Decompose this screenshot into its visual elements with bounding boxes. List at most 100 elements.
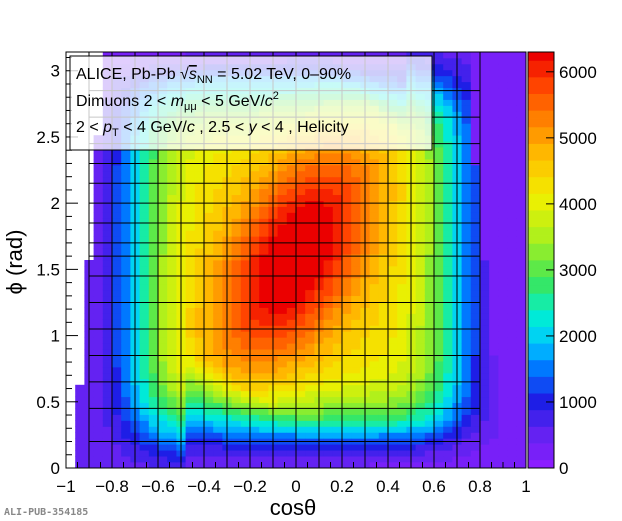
- heatmap-cell: [507, 111, 518, 118]
- heatmap-cell: [378, 456, 389, 463]
- heatmap-cell: [231, 182, 242, 190]
- heatmap-cell: [415, 301, 426, 308]
- heatmap-cell: [277, 307, 288, 314]
- heatmap-cell: [424, 277, 435, 285]
- heatmap-cell: [250, 230, 260, 237]
- heatmap-cell: [167, 254, 177, 261]
- heatmap-cell: [480, 69, 490, 77]
- heatmap-cell: [194, 396, 205, 404]
- heatmap-cell: [516, 63, 526, 71]
- heatmap-cell: [332, 366, 343, 374]
- heatmap-cell: [480, 194, 490, 201]
- heatmap-cell: [388, 260, 398, 267]
- color-scale-segment: [528, 301, 554, 311]
- heatmap-cell: [102, 52, 113, 59]
- heatmap-cell: [296, 313, 306, 320]
- heatmap-cell: [240, 200, 251, 207]
- legend-box: ALICE, Pb-Pb √sNN = 5.02 TeV, 0–90% Dimu…: [69, 55, 433, 151]
- heatmap-cell: [158, 331, 168, 338]
- heatmap-cell: [204, 426, 214, 433]
- heatmap-cell: [498, 444, 508, 451]
- heatmap-cell: [443, 117, 453, 124]
- heatmap-cell: [424, 408, 435, 415]
- y-tick-label: 1.5: [36, 260, 60, 279]
- heatmap-cell: [250, 450, 260, 457]
- heatmap-cell: [397, 366, 407, 374]
- heatmap-cell: [93, 218, 104, 225]
- heatmap-cell: [194, 450, 205, 457]
- heatmap-cell: [461, 69, 472, 77]
- heatmap-cell: [102, 301, 113, 308]
- heatmap-cell: [498, 236, 508, 243]
- heatmap-cell: [378, 402, 389, 409]
- heatmap-cell: [323, 182, 334, 190]
- heatmap-cell: [461, 390, 472, 398]
- heatmap-cell: [194, 456, 205, 463]
- heatmap-cell: [213, 194, 223, 201]
- heatmap-cell: [194, 218, 205, 225]
- heatmap-cell: [204, 361, 214, 368]
- heatmap-cell: [167, 52, 177, 59]
- heatmap-cell: [305, 277, 315, 285]
- heatmap-cell: [332, 170, 343, 178]
- heatmap-cell: [277, 319, 288, 326]
- heatmap-cell: [397, 283, 407, 291]
- heatmap-cell: [286, 361, 297, 368]
- heatmap-cell: [148, 271, 159, 279]
- heatmap-cell: [369, 212, 380, 219]
- heatmap-cell: [185, 206, 196, 213]
- color-scale-segment: [528, 268, 554, 278]
- heatmap-cell: [388, 254, 398, 261]
- heatmap-cell: [213, 52, 223, 59]
- heatmap-cell: [259, 248, 269, 255]
- heatmap-cell: [286, 349, 297, 356]
- heatmap-cell: [259, 331, 269, 338]
- heatmap-cell: [112, 462, 122, 468]
- heatmap-cell: [434, 313, 444, 320]
- heatmap-cell: [213, 456, 223, 463]
- heatmap-cell: [461, 337, 472, 344]
- heatmap-cell: [434, 390, 444, 398]
- heatmap-cell: [250, 200, 260, 207]
- heatmap-cell: [323, 372, 334, 380]
- heatmap-cell: [121, 313, 131, 320]
- heatmap-cell: [102, 355, 113, 362]
- heatmap-cell: [112, 295, 122, 302]
- heatmap-cell: [397, 313, 407, 320]
- heatmap-cell: [443, 147, 453, 154]
- heatmap-cell: [415, 271, 426, 279]
- heatmap-cell: [351, 414, 361, 421]
- heatmap-cell: [259, 182, 269, 190]
- heatmap-cell: [351, 164, 361, 172]
- heatmap-cell: [121, 372, 131, 380]
- heatmap-cell: [351, 200, 361, 207]
- heatmap-cell: [121, 426, 131, 433]
- heatmap-cell: [388, 319, 398, 326]
- heatmap-cell: [102, 366, 113, 374]
- heatmap-cell: [434, 52, 444, 59]
- heatmap-cell: [378, 265, 389, 273]
- heatmap-cell: [148, 414, 159, 421]
- heatmap-cell: [240, 313, 251, 320]
- heatmap-cell: [259, 426, 269, 433]
- heatmap-cell: [185, 271, 196, 279]
- x-tick-label: 0.8: [468, 477, 492, 496]
- heatmap-cell: [305, 265, 315, 273]
- heatmap-cell: [516, 105, 526, 112]
- heatmap-cell: [305, 194, 315, 201]
- heatmap-cell: [480, 236, 490, 243]
- heatmap-cell: [102, 349, 113, 356]
- heatmap-cell: [231, 361, 242, 368]
- heatmap-cell: [388, 462, 398, 468]
- heatmap-cell: [461, 372, 472, 380]
- heatmap-cell: [388, 432, 398, 439]
- heatmap-cell: [424, 402, 435, 409]
- heatmap-cell: [397, 188, 407, 196]
- color-scale-segment: [528, 451, 554, 461]
- heatmap-cell: [424, 200, 435, 207]
- heatmap-cell: [286, 182, 297, 190]
- heatmap-cell: [112, 224, 122, 231]
- heatmap-cell: [443, 182, 453, 190]
- heatmap-cell: [424, 372, 435, 380]
- heatmap-cell: [148, 337, 159, 344]
